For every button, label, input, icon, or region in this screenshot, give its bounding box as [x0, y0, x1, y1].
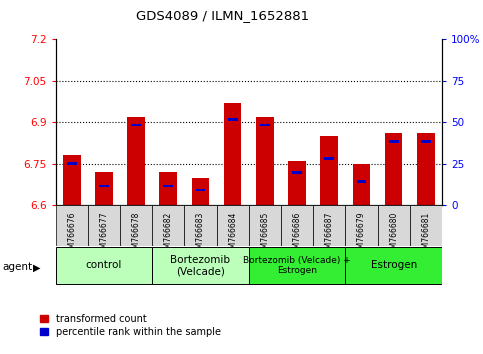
Bar: [292, 171, 302, 174]
Bar: [356, 180, 366, 183]
Bar: [256, 116, 274, 205]
Bar: [249, 247, 345, 284]
Bar: [131, 124, 141, 126]
Bar: [192, 178, 209, 205]
Bar: [163, 184, 173, 187]
Bar: [224, 103, 242, 205]
Bar: [288, 161, 306, 205]
Text: GSM766679: GSM766679: [357, 211, 366, 258]
Bar: [120, 205, 152, 246]
Bar: [385, 133, 402, 205]
Text: Bortezomib
(Velcade): Bortezomib (Velcade): [170, 255, 230, 276]
Bar: [410, 205, 442, 246]
Text: GSM766687: GSM766687: [325, 211, 334, 258]
Text: GSM766681: GSM766681: [421, 211, 430, 258]
Text: GDS4089 / ILMN_1652881: GDS4089 / ILMN_1652881: [136, 9, 309, 22]
Legend: transformed count, percentile rank within the sample: transformed count, percentile rank withi…: [39, 313, 222, 338]
Text: control: control: [85, 261, 122, 270]
Text: GSM766678: GSM766678: [131, 211, 141, 258]
Text: GSM766683: GSM766683: [196, 211, 205, 258]
Bar: [378, 205, 410, 246]
Bar: [249, 205, 281, 246]
Bar: [353, 164, 370, 205]
Bar: [281, 205, 313, 246]
Bar: [216, 205, 249, 246]
Bar: [185, 205, 216, 246]
Bar: [127, 116, 145, 205]
Bar: [389, 140, 398, 143]
Text: Estrogen: Estrogen: [370, 261, 417, 270]
Text: ▶: ▶: [33, 262, 41, 272]
Text: GSM766685: GSM766685: [260, 211, 270, 258]
Text: GSM766684: GSM766684: [228, 211, 237, 258]
Bar: [99, 184, 109, 187]
Text: agent: agent: [2, 262, 32, 272]
Bar: [88, 205, 120, 246]
Bar: [228, 118, 238, 121]
Bar: [320, 136, 338, 205]
Text: GSM766682: GSM766682: [164, 211, 173, 258]
Bar: [417, 133, 435, 205]
Text: GSM766677: GSM766677: [99, 211, 108, 258]
Bar: [313, 205, 345, 246]
Bar: [152, 205, 185, 246]
Text: Bortezomib (Velcade) +
Estrogen: Bortezomib (Velcade) + Estrogen: [243, 256, 351, 275]
Bar: [345, 205, 378, 246]
Bar: [421, 140, 431, 143]
Text: GSM766686: GSM766686: [293, 211, 301, 258]
Bar: [63, 155, 81, 205]
Bar: [325, 157, 334, 160]
Bar: [56, 205, 88, 246]
Text: GSM766676: GSM766676: [67, 211, 76, 258]
Bar: [95, 172, 113, 205]
Text: GSM766680: GSM766680: [389, 211, 398, 258]
Bar: [345, 247, 442, 284]
Bar: [152, 247, 249, 284]
Bar: [260, 124, 270, 126]
Bar: [56, 247, 152, 284]
Bar: [159, 172, 177, 205]
Bar: [196, 189, 205, 192]
Bar: [67, 162, 76, 165]
